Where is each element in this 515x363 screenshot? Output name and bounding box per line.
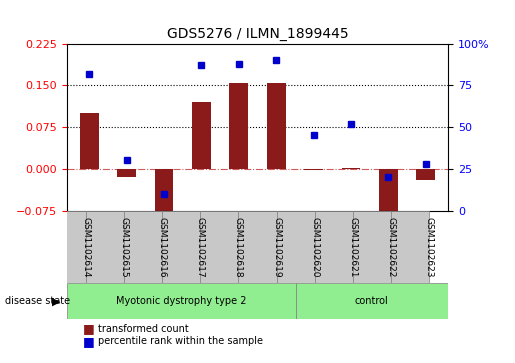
FancyBboxPatch shape [200,211,238,283]
Text: GSM1102619: GSM1102619 [272,216,281,277]
FancyBboxPatch shape [277,211,315,283]
Text: percentile rank within the sample: percentile rank within the sample [98,336,263,346]
Text: disease state: disease state [5,296,70,306]
Bar [304,169,323,170]
Text: ■: ■ [82,322,94,335]
Text: GSM1102622: GSM1102622 [386,217,396,277]
Text: GSM1102621: GSM1102621 [348,217,357,277]
FancyBboxPatch shape [353,211,391,283]
Text: GSM1102623: GSM1102623 [424,217,434,277]
Bar [416,169,435,180]
Bar [80,113,99,169]
FancyBboxPatch shape [296,283,448,319]
FancyBboxPatch shape [162,211,200,283]
Text: control: control [355,296,389,306]
Text: ■: ■ [82,335,94,348]
FancyBboxPatch shape [391,211,429,283]
Bar [341,168,360,169]
Text: Myotonic dystrophy type 2: Myotonic dystrophy type 2 [116,296,247,306]
Text: GSM1102615: GSM1102615 [119,216,129,277]
Bar [117,169,136,177]
Text: GSM1102616: GSM1102616 [158,216,167,277]
FancyBboxPatch shape [86,211,124,283]
FancyBboxPatch shape [315,211,353,283]
Text: GSM1102614: GSM1102614 [81,217,91,277]
Bar [154,169,174,219]
Text: transformed count: transformed count [98,323,188,334]
Text: ▶: ▶ [52,296,60,306]
Text: GSM1102618: GSM1102618 [234,216,243,277]
FancyBboxPatch shape [48,211,86,283]
Bar [192,102,211,169]
FancyBboxPatch shape [238,211,277,283]
FancyBboxPatch shape [124,211,162,283]
Bar [230,82,248,169]
Bar [267,82,285,169]
Text: GSM1102620: GSM1102620 [310,217,319,277]
Text: GSM1102617: GSM1102617 [196,216,205,277]
Bar [379,169,398,222]
Title: GDS5276 / ILMN_1899445: GDS5276 / ILMN_1899445 [167,27,348,41]
FancyBboxPatch shape [67,283,296,319]
